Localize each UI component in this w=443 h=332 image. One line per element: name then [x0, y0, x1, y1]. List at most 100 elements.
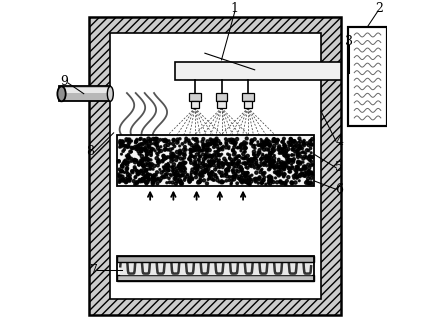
- Point: [210, 160, 217, 165]
- Point: [268, 147, 276, 152]
- Point: [241, 146, 249, 151]
- Point: [257, 142, 264, 147]
- Point: [267, 178, 274, 184]
- Point: [218, 174, 225, 179]
- Point: [231, 140, 238, 145]
- Point: [224, 161, 231, 167]
- Point: [203, 147, 210, 153]
- Point: [216, 153, 223, 158]
- Point: [197, 178, 204, 183]
- Point: [201, 170, 208, 175]
- Point: [223, 167, 230, 172]
- Point: [265, 148, 272, 153]
- Point: [188, 154, 195, 159]
- Point: [307, 163, 315, 168]
- Point: [306, 166, 313, 171]
- Point: [176, 143, 183, 149]
- Point: [192, 175, 199, 180]
- Point: [194, 164, 202, 170]
- Point: [165, 163, 172, 168]
- Point: [302, 166, 309, 172]
- Point: [296, 172, 303, 178]
- Point: [157, 144, 164, 149]
- Point: [157, 137, 164, 142]
- Point: [278, 150, 285, 155]
- Point: [195, 157, 202, 163]
- Point: [301, 164, 308, 169]
- Point: [210, 139, 217, 144]
- Point: [219, 180, 226, 186]
- Point: [153, 151, 160, 156]
- Point: [147, 157, 154, 163]
- Point: [206, 147, 213, 153]
- Point: [140, 172, 148, 178]
- Point: [186, 156, 193, 161]
- Point: [291, 144, 298, 150]
- Point: [242, 165, 249, 170]
- Point: [143, 167, 150, 172]
- Point: [154, 176, 161, 181]
- Point: [227, 161, 234, 167]
- Point: [269, 161, 276, 167]
- Point: [226, 156, 233, 161]
- Point: [122, 158, 129, 163]
- Point: [257, 169, 264, 175]
- Point: [231, 174, 238, 180]
- Point: [145, 136, 152, 141]
- Point: [200, 163, 207, 168]
- Point: [244, 177, 251, 182]
- Point: [170, 137, 177, 143]
- Point: [220, 144, 227, 149]
- Point: [271, 165, 278, 171]
- Point: [122, 160, 129, 165]
- Point: [151, 172, 158, 178]
- Point: [124, 178, 131, 183]
- Point: [262, 156, 269, 161]
- Point: [267, 143, 274, 148]
- Point: [297, 167, 304, 173]
- Bar: [89, 17, 341, 315]
- Point: [133, 144, 140, 149]
- Point: [230, 152, 237, 157]
- Point: [205, 142, 212, 147]
- Bar: [175, 61, 341, 80]
- Point: [295, 160, 302, 165]
- Point: [288, 157, 295, 163]
- Point: [243, 145, 250, 151]
- Point: [148, 141, 155, 146]
- Point: [299, 160, 307, 165]
- Point: [170, 137, 177, 143]
- Point: [277, 167, 284, 172]
- Point: [233, 168, 241, 173]
- Point: [125, 152, 132, 157]
- Point: [177, 156, 184, 161]
- Point: [160, 153, 167, 159]
- Point: [138, 141, 145, 146]
- Point: [183, 136, 190, 141]
- Point: [197, 154, 204, 159]
- Point: [206, 173, 213, 179]
- Point: [200, 136, 207, 142]
- Point: [265, 159, 272, 164]
- Point: [290, 152, 297, 158]
- Bar: [117, 256, 315, 262]
- Point: [263, 136, 270, 142]
- Point: [238, 168, 245, 174]
- Point: [116, 144, 123, 150]
- Point: [216, 169, 223, 174]
- Point: [226, 152, 233, 158]
- Point: [126, 140, 133, 145]
- Point: [206, 160, 213, 165]
- Point: [132, 160, 139, 165]
- Point: [258, 160, 265, 166]
- Point: [189, 176, 196, 181]
- Point: [225, 137, 233, 142]
- Point: [229, 147, 237, 153]
- Point: [258, 140, 265, 145]
- Point: [282, 144, 289, 150]
- Point: [182, 152, 189, 158]
- Point: [222, 171, 229, 177]
- Point: [244, 180, 251, 186]
- Point: [162, 137, 169, 142]
- Point: [306, 181, 313, 186]
